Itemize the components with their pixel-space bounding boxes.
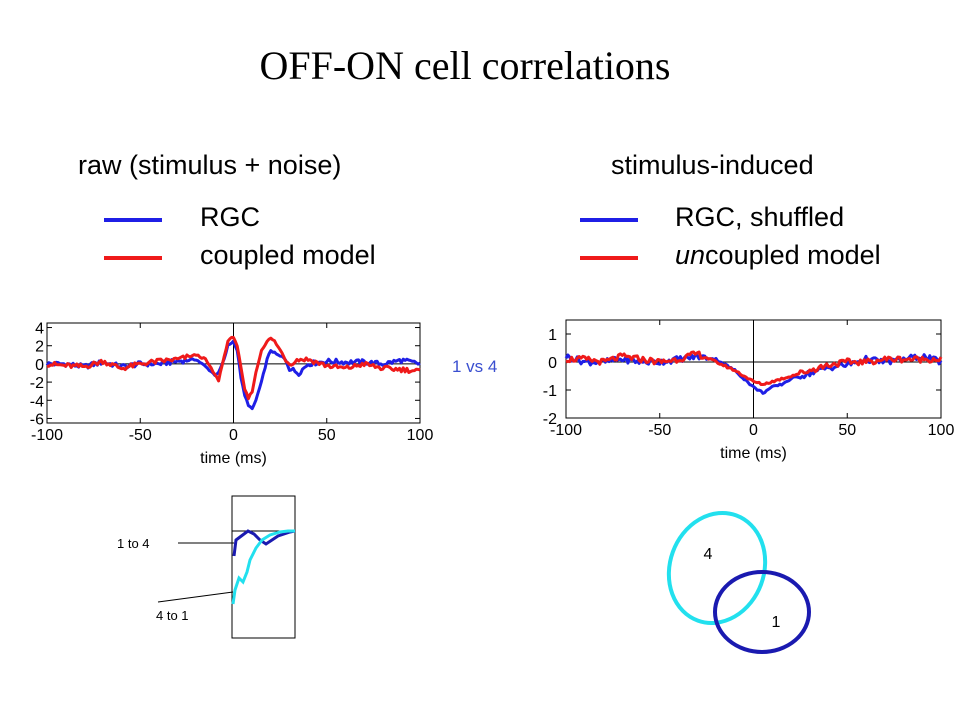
right-chart-xtick-label: -50: [648, 422, 671, 439]
legend-label-uncoupled: uncoupled model: [675, 240, 881, 270]
right-chart-xtick-label: 100: [928, 422, 955, 439]
right-chart-xtick-label: 50: [838, 422, 856, 439]
left-chart-xtick-label: 100: [407, 427, 434, 444]
inset-label-bottom: 4 to 1: [156, 608, 189, 623]
cell-1-label: 1: [772, 614, 781, 631]
legend-swatch-uncoupled: [580, 256, 638, 260]
right-chart-ytick-label: 0: [548, 355, 557, 372]
left-chart-series-model: [46, 335, 421, 401]
legend-label-rgc: RGC: [200, 202, 260, 232]
inset-pointer-bottom: [157, 591, 234, 603]
left-chart-ytick-label: -2: [30, 375, 44, 392]
left-chart-xtick-label: 0: [229, 427, 238, 444]
legend-swatch-rgc-shuffled: [580, 218, 638, 222]
inset-frame: [231, 495, 296, 639]
left-chart-ytick-label: -4: [30, 393, 44, 410]
legend-swatch-coupled: [104, 256, 162, 260]
right-chart-ytick-label: 1: [548, 327, 557, 344]
right-chart-ytick-label: -1: [543, 383, 557, 400]
pair-label: 1 vs 4: [452, 357, 498, 376]
left-chart-ytick-label: 2: [35, 339, 44, 356]
left-chart-ytick-label: 0: [35, 357, 44, 374]
left-heading: raw (stimulus + noise): [78, 150, 342, 180]
left-chart-xtick-label: -100: [31, 427, 63, 444]
inset-label-top: 1 to 4: [117, 536, 150, 551]
cell-1-ellipse: [713, 570, 811, 654]
left-chart-xtick-label: -50: [129, 427, 152, 444]
inset-curve-1-to-4: [232, 529, 296, 557]
left-chart-ytick-label: -6: [30, 411, 44, 428]
cell-4-label: 4: [704, 546, 713, 563]
page-title: OFF-ON cell correlations: [259, 43, 671, 88]
right-chart-xlabel: time (ms): [720, 445, 787, 462]
right-chart-xtick-label: -100: [550, 422, 582, 439]
right-chart-xtick-label: 0: [749, 422, 758, 439]
legend-label-coupled: coupled model: [200, 240, 376, 270]
left-chart-xtick-label: 50: [318, 427, 336, 444]
left-chart-ytick-label: 4: [35, 321, 44, 338]
right-chart-series-model: [565, 350, 943, 386]
left-chart-xlabel: time (ms): [200, 450, 267, 467]
legend-label-rgc-shuffled: RGC, shuffled: [675, 202, 845, 232]
inset-curve-4-to-1: [231, 529, 295, 605]
cell-4-ellipse: [666, 510, 768, 626]
legend-swatch-rgc: [104, 218, 162, 222]
right-chart-ytick-label: -2: [543, 411, 557, 428]
right-heading: stimulus-induced: [611, 150, 814, 180]
